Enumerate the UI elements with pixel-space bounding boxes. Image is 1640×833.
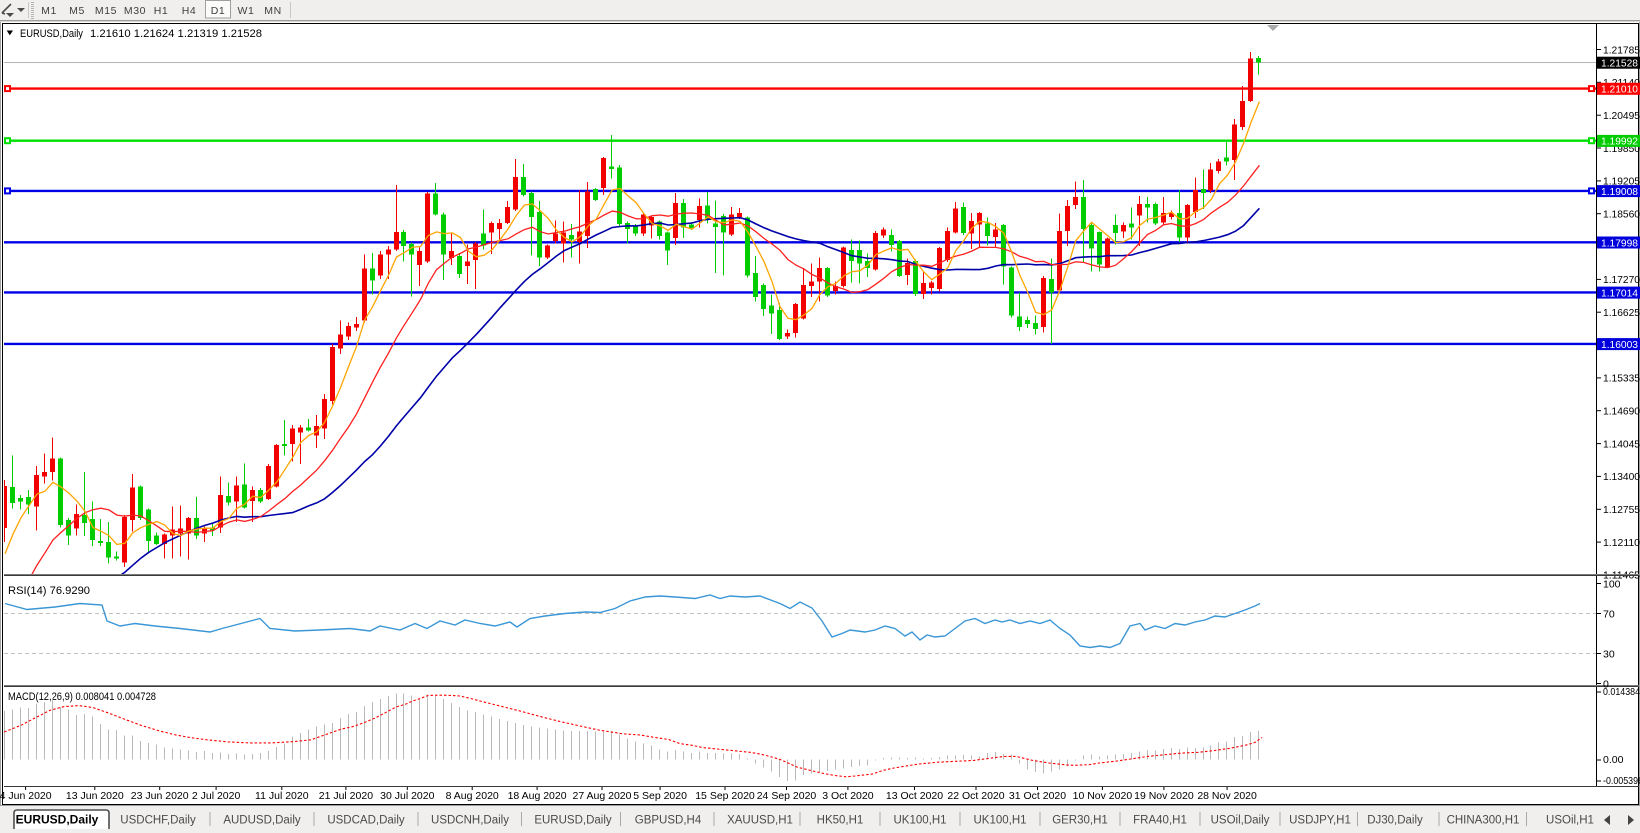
svg-text:1.21528: 1.21528 xyxy=(1601,58,1638,70)
svg-text:11 Jul 2020: 11 Jul 2020 xyxy=(255,790,309,802)
svg-text:27 Aug 2020: 27 Aug 2020 xyxy=(573,790,632,802)
svg-text:30: 30 xyxy=(1603,648,1615,660)
svg-text:M5: M5 xyxy=(69,5,85,17)
svg-text:0: 0 xyxy=(1603,678,1609,690)
svg-text:8 Aug 2020: 8 Aug 2020 xyxy=(446,790,499,802)
svg-text:100: 100 xyxy=(1603,578,1621,590)
svg-text:1.19008: 1.19008 xyxy=(1601,186,1638,198)
svg-text:USDCNH,Daily: USDCNH,Daily xyxy=(431,815,509,827)
svg-text:0.014384: 0.014384 xyxy=(1603,686,1640,698)
svg-text:21 Jul 2020: 21 Jul 2020 xyxy=(319,790,373,802)
svg-text:3 Oct 2020: 3 Oct 2020 xyxy=(822,790,874,802)
svg-text:1.21785: 1.21785 xyxy=(1603,44,1640,56)
svg-text:DJ30,Daily: DJ30,Daily xyxy=(1367,815,1423,827)
svg-text:USDCAD,Daily: USDCAD,Daily xyxy=(327,815,405,827)
svg-text:18 Aug 2020: 18 Aug 2020 xyxy=(508,790,567,802)
svg-text:1.16003: 1.16003 xyxy=(1601,339,1638,351)
svg-text:31 Oct 2020: 31 Oct 2020 xyxy=(1009,790,1066,802)
svg-text:1.14045: 1.14045 xyxy=(1603,438,1640,450)
svg-text:15 Sep 2020: 15 Sep 2020 xyxy=(695,790,755,802)
svg-text:1.14690: 1.14690 xyxy=(1603,406,1640,418)
svg-text:AUDUSD,Daily: AUDUSD,Daily xyxy=(223,815,301,827)
svg-text:13 Oct 2020: 13 Oct 2020 xyxy=(886,790,943,802)
svg-text:-0.005396: -0.005396 xyxy=(1603,775,1640,787)
svg-text:GBPUSD,H4: GBPUSD,H4 xyxy=(635,815,702,827)
svg-text:22 Oct 2020: 22 Oct 2020 xyxy=(947,790,1004,802)
svg-text:M15: M15 xyxy=(95,5,117,17)
svg-text:USDJPY,H1: USDJPY,H1 xyxy=(1289,815,1351,827)
svg-text:USOil,Daily: USOil,Daily xyxy=(1211,815,1270,827)
svg-text:1.13400: 1.13400 xyxy=(1603,471,1640,483)
svg-text:23 Jun 2020: 23 Jun 2020 xyxy=(131,790,189,802)
svg-text:1.20495: 1.20495 xyxy=(1603,110,1640,122)
svg-text:RSI(14) 76.9290: RSI(14) 76.9290 xyxy=(8,585,90,597)
svg-text:1.17014: 1.17014 xyxy=(1601,287,1638,299)
svg-text:CHINA300,H1: CHINA300,H1 xyxy=(1447,815,1520,827)
svg-text:UK100,H1: UK100,H1 xyxy=(893,815,946,827)
svg-text:USDCHF,Daily: USDCHF,Daily xyxy=(120,815,196,827)
svg-text:FRA40,H1: FRA40,H1 xyxy=(1133,815,1187,827)
svg-text:1.19992: 1.19992 xyxy=(1601,136,1638,148)
svg-text:EURUSD,Daily: EURUSD,Daily xyxy=(20,28,83,40)
svg-text:70: 70 xyxy=(1603,608,1615,620)
svg-text:D1: D1 xyxy=(211,5,226,17)
svg-text:HK50,H1: HK50,H1 xyxy=(817,815,864,827)
svg-text:5 Sep 2020: 5 Sep 2020 xyxy=(633,790,687,802)
svg-text:M30: M30 xyxy=(124,5,146,17)
svg-text:1.21010: 1.21010 xyxy=(1601,84,1638,96)
svg-text:2 Jul 2020: 2 Jul 2020 xyxy=(192,790,241,802)
svg-text:XAUUSD,H1: XAUUSD,H1 xyxy=(727,815,793,827)
svg-text:30 Jul 2020: 30 Jul 2020 xyxy=(380,790,434,802)
svg-text:EURUSD,Daily: EURUSD,Daily xyxy=(534,815,612,827)
svg-text:EURUSD,Daily: EURUSD,Daily xyxy=(16,813,99,827)
svg-text:USOil,H1: USOil,H1 xyxy=(1546,815,1594,827)
svg-text:MN: MN xyxy=(264,5,282,17)
svg-text:H4: H4 xyxy=(182,5,197,17)
svg-text:W1: W1 xyxy=(238,5,255,17)
svg-text:0.00: 0.00 xyxy=(1603,754,1624,766)
svg-text:4 Jun 2020: 4 Jun 2020 xyxy=(0,790,52,802)
svg-text:1.12110: 1.12110 xyxy=(1603,537,1640,549)
svg-text:24 Sep 2020: 24 Sep 2020 xyxy=(757,790,817,802)
svg-text:1.17998: 1.17998 xyxy=(1601,237,1638,249)
svg-text:H1: H1 xyxy=(154,5,169,17)
svg-text:1.17270: 1.17270 xyxy=(1603,274,1640,286)
svg-text:M1: M1 xyxy=(41,5,57,17)
svg-text:10 Nov 2020: 10 Nov 2020 xyxy=(1073,790,1133,802)
svg-text:1.16625: 1.16625 xyxy=(1603,307,1640,319)
svg-text:UK100,H1: UK100,H1 xyxy=(973,815,1026,827)
svg-text:1.19205: 1.19205 xyxy=(1603,176,1640,188)
svg-text:13 Jun 2020: 13 Jun 2020 xyxy=(66,790,124,802)
svg-text:1.15335: 1.15335 xyxy=(1603,373,1640,385)
svg-text:19 Nov 2020: 19 Nov 2020 xyxy=(1134,790,1194,802)
svg-text:MACD(12,26,9) 0.008041 0.00472: MACD(12,26,9) 0.008041 0.004728 xyxy=(8,691,156,703)
svg-text:1.12755: 1.12755 xyxy=(1603,504,1640,516)
svg-text:1.21610 1.21624 1.21319 1.2152: 1.21610 1.21624 1.21319 1.21528 xyxy=(90,28,262,40)
svg-text:1.18560: 1.18560 xyxy=(1603,209,1640,221)
svg-text:GER30,H1: GER30,H1 xyxy=(1052,815,1108,827)
svg-text:28 Nov 2020: 28 Nov 2020 xyxy=(1197,790,1257,802)
